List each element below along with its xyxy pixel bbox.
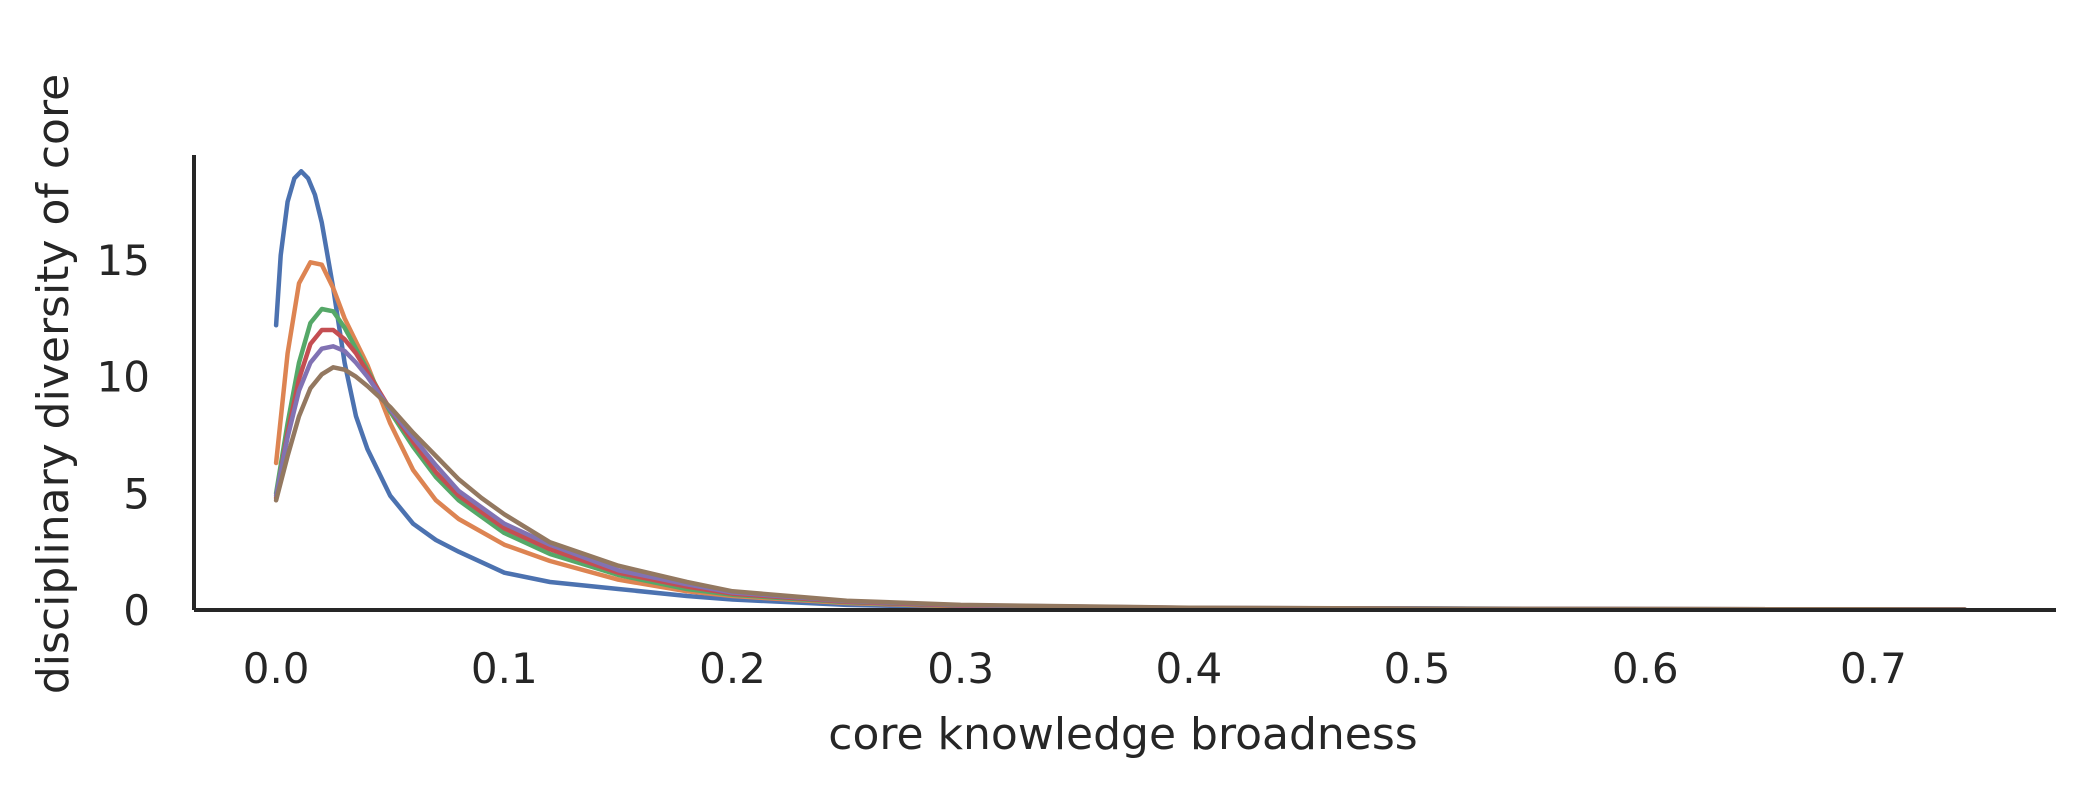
y-tick-label: 5 <box>123 469 150 518</box>
y-tick-label: 10 <box>97 353 150 402</box>
x-tick-label: 0.6 <box>1612 644 1679 693</box>
x-axis-label: core knowledge broadness <box>828 709 1417 760</box>
series-line-6 <box>273 365 1967 612</box>
y-axis-label: disciplinary diversity of core <box>28 74 79 694</box>
x-tick-label: 0.0 <box>243 644 310 693</box>
y-tick-label: 0 <box>123 586 150 635</box>
x-tick-label: 0.7 <box>1840 644 1907 693</box>
x-tick-label: 0.1 <box>471 644 538 693</box>
x-tick-label: 0.2 <box>699 644 766 693</box>
x-tick-labels: 0.0 0.1 0.2 0.3 0.4 0.5 0.6 0.7 <box>243 644 1907 693</box>
series-line-5 <box>273 344 1967 612</box>
x-tick-label: 0.4 <box>1155 644 1222 693</box>
series-line-4 <box>273 327 1967 612</box>
y-tick-label: 15 <box>97 236 150 285</box>
series-layer <box>273 169 1967 612</box>
x-tick-label: 0.3 <box>927 644 994 693</box>
y-tick-labels: 0 5 10 15 <box>97 236 150 635</box>
series-line-3 <box>273 306 1967 612</box>
series-line-2 <box>273 260 1967 612</box>
x-tick-label: 0.5 <box>1384 644 1451 693</box>
